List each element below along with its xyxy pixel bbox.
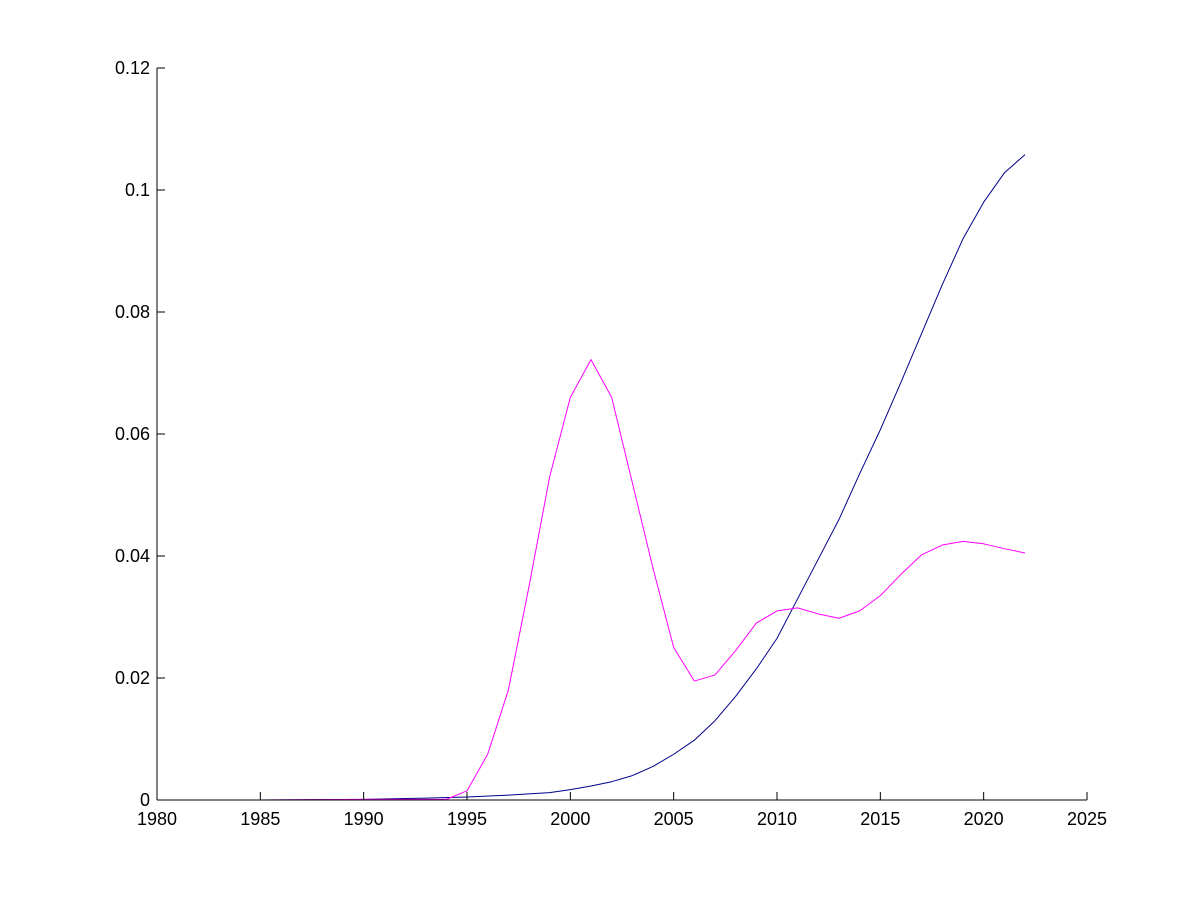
y-tick-label: 0 [140, 790, 150, 810]
series-line [157, 359, 1026, 801]
y-tick-label: 0.04 [115, 546, 150, 566]
y-tick-label: 0.08 [115, 302, 150, 322]
x-tick-label: 1990 [344, 809, 384, 829]
y-tick-label: 0.12 [115, 58, 150, 78]
x-tick-label: 2000 [550, 809, 590, 829]
axes-layer: 1980 1985 1990 1995 2000 2005 2010 2015 2020 2025… [115, 58, 1107, 829]
x-tick-label: 2005 [654, 809, 694, 829]
x-tick-label: 2015 [860, 809, 900, 829]
x-tick-label: 2010 [757, 809, 797, 829]
series-line [157, 154, 1026, 801]
y-tick-label: 0.06 [115, 424, 150, 444]
x-tick-label: 1995 [447, 809, 487, 829]
x-tick-label: 1980 [137, 809, 177, 829]
series-2 [157, 359, 1026, 801]
x-tick-label: 1985 [240, 809, 280, 829]
y-tick-label: 0.02 [115, 668, 150, 688]
x-tick-label: 2020 [964, 809, 1004, 829]
series-1 [157, 154, 1026, 801]
series-layer [157, 154, 1026, 801]
x-tick-label: 2025 [1067, 809, 1107, 829]
y-tick-label: 0.1 [125, 180, 150, 200]
